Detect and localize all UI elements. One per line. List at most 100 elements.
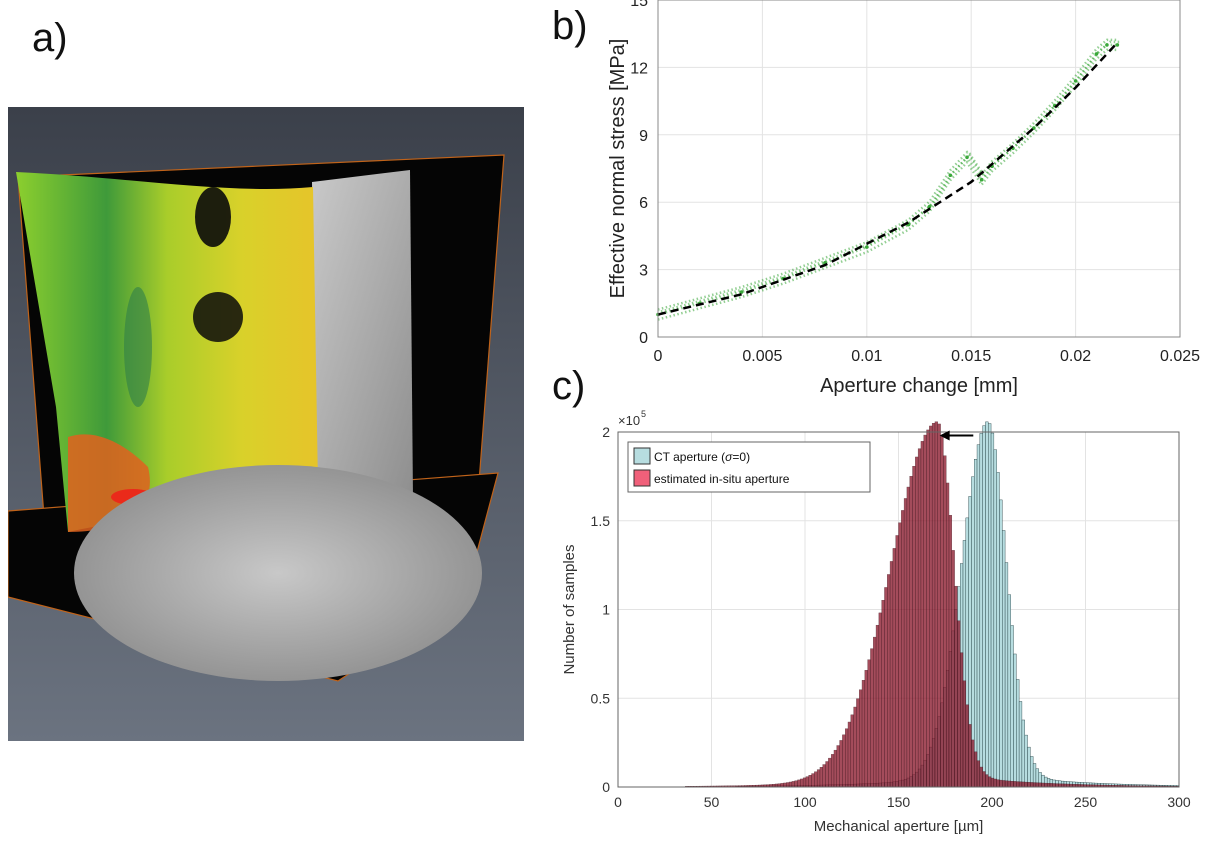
stress-cycle-trace [657, 38, 1118, 311]
histogram-bar-insitu [836, 745, 840, 788]
x-axis-label: Aperture change [mm] [820, 375, 1018, 397]
histogram-bar-ct [982, 425, 986, 788]
contact-patch [195, 187, 231, 247]
x-tick-label: 250 [1074, 794, 1098, 810]
y-axis-label: Number of samples [561, 544, 578, 674]
y-tick-label: 15 [630, 0, 648, 10]
stress-data-point [739, 290, 744, 294]
histogram-bar-insitu [805, 776, 809, 788]
histogram-bar-insitu [819, 767, 823, 788]
plot-frame [617, 431, 1180, 788]
histogram-bar-insitu [999, 779, 1003, 788]
histogram-bar-insitu [974, 751, 978, 788]
histogram-bar-insitu [917, 448, 922, 788]
histogram-bar-insitu [948, 515, 952, 788]
legend-label-insitu: estimated in-situ aperture [654, 472, 790, 486]
x-axis-label: Mechanical aperture [µm] [814, 818, 984, 835]
histogram-bar-insitu [811, 773, 815, 788]
histogram-bar-insitu [990, 777, 995, 788]
histogram-bar-ct [1007, 594, 1011, 788]
histogram-bar-insitu [920, 441, 924, 788]
histogram-bar-insitu [1052, 783, 1056, 788]
tick-labels: 0 50 100 150 200 250 300 0 0.5 1 1.5 2 [591, 424, 1191, 810]
histogram-bar-insitu [800, 778, 804, 788]
stress-cycle-trace [660, 40, 1121, 313]
histogram-bar-insitu [937, 423, 941, 788]
stress-cycle-trace [657, 43, 1118, 316]
histogram-bar-insitu [968, 724, 972, 788]
histogram-bar-insitu [816, 769, 821, 788]
histogram-bar-insitu [1024, 781, 1028, 788]
y-tick-label: 2 [602, 424, 610, 440]
histogram-bar-insitu [954, 585, 958, 788]
arrow-head [939, 430, 950, 441]
histogram-bar-insitu [861, 680, 866, 788]
histogram-bar-ct [979, 433, 983, 788]
histogram-bar-ct [1027, 746, 1031, 788]
stress-data-point [1032, 126, 1036, 130]
histogram-bar-insitu [1007, 780, 1011, 788]
histogram-bar-insitu [1055, 783, 1059, 788]
histogram-bar-insitu [895, 535, 899, 788]
histogram-bar-insitu [1004, 780, 1009, 788]
fracture-3d-render [8, 107, 524, 741]
histogram-bar-insitu [934, 421, 938, 788]
x-tick-label: 0.01 [851, 348, 882, 365]
panel-label-c: c) [552, 364, 586, 408]
legend-swatch-insitu [633, 469, 651, 487]
x-tick-label: 0.025 [1160, 348, 1200, 365]
y-tick-label: 12 [630, 60, 648, 77]
y-axis-label: Effective normal stress [MPa] [607, 39, 629, 299]
histogram-bar-insitu [808, 775, 812, 788]
histogram-bar-insitu [794, 780, 798, 788]
histogram-bar-insitu [965, 704, 969, 788]
histogram-bar-insitu [1044, 782, 1048, 788]
histogram-bar-insitu [1021, 781, 1025, 788]
histogram-bar-ct [1004, 562, 1009, 788]
histogram-bar-insitu [853, 706, 857, 788]
histogram-bar-ct [999, 499, 1003, 788]
histogram-bar-insitu [881, 600, 885, 788]
stress-data-point [1073, 79, 1078, 83]
x-tick-label: 300 [1167, 794, 1191, 810]
histogram-bar-insitu [1030, 782, 1034, 788]
x-tick-label: 200 [980, 794, 1004, 810]
histogram-bar-insitu [898, 522, 902, 788]
histogram-bar-insitu [1046, 783, 1051, 788]
x-tick-label: 0.02 [1060, 348, 1091, 365]
histogram-bar-insitu [1016, 781, 1020, 788]
histogram-bar-insitu [864, 670, 868, 788]
histogram-bar-insitu [870, 648, 874, 788]
histogram-bar-ct [974, 459, 978, 788]
histogram-bar-insitu [1010, 781, 1014, 788]
histogram-bar-insitu [976, 760, 981, 788]
x-tick-label: 150 [887, 794, 911, 810]
y-tick-label: 6 [639, 195, 648, 212]
histogram-bar-insitu [828, 757, 832, 788]
stress-marks [656, 38, 1121, 321]
legend-label-ct: CT aperture (σ=0) [654, 450, 750, 464]
histogram-bar-insitu [847, 721, 852, 788]
y-tick-label: 1.5 [591, 513, 611, 529]
histogram-bar-insitu [1035, 782, 1039, 788]
histogram-bar-insitu [909, 476, 913, 788]
histogram-bar-insitu [923, 434, 927, 788]
histogram-bar-insitu [906, 486, 910, 788]
histogram-bar-insitu [985, 774, 989, 788]
stress-aperture-chart: 0 0.005 0.01 0.015 0.02 0.025 0 3 6 9 12 15 Apertur… [607, 0, 1200, 397]
histogram-bar-insitu [951, 550, 955, 788]
y-exponent-label: ×10 [618, 413, 640, 428]
histogram-bar-insitu [839, 740, 843, 788]
histogram-bar-insitu [988, 776, 992, 788]
histogram-bar-insitu [903, 498, 908, 788]
y-exponent-power: 5 [641, 409, 646, 419]
x-tick-label: 50 [704, 794, 720, 810]
histogram-bar-insitu [1013, 781, 1017, 788]
histogram-bar-insitu [929, 425, 933, 788]
histogram-bar-insitu [867, 659, 871, 788]
histogram-bar-insitu [833, 749, 837, 788]
histogram-bar-insitu [822, 764, 826, 788]
y-tick-label: 0 [639, 330, 648, 347]
histogram-bar-insitu [797, 779, 801, 788]
histogram-bar-insitu [780, 783, 784, 788]
